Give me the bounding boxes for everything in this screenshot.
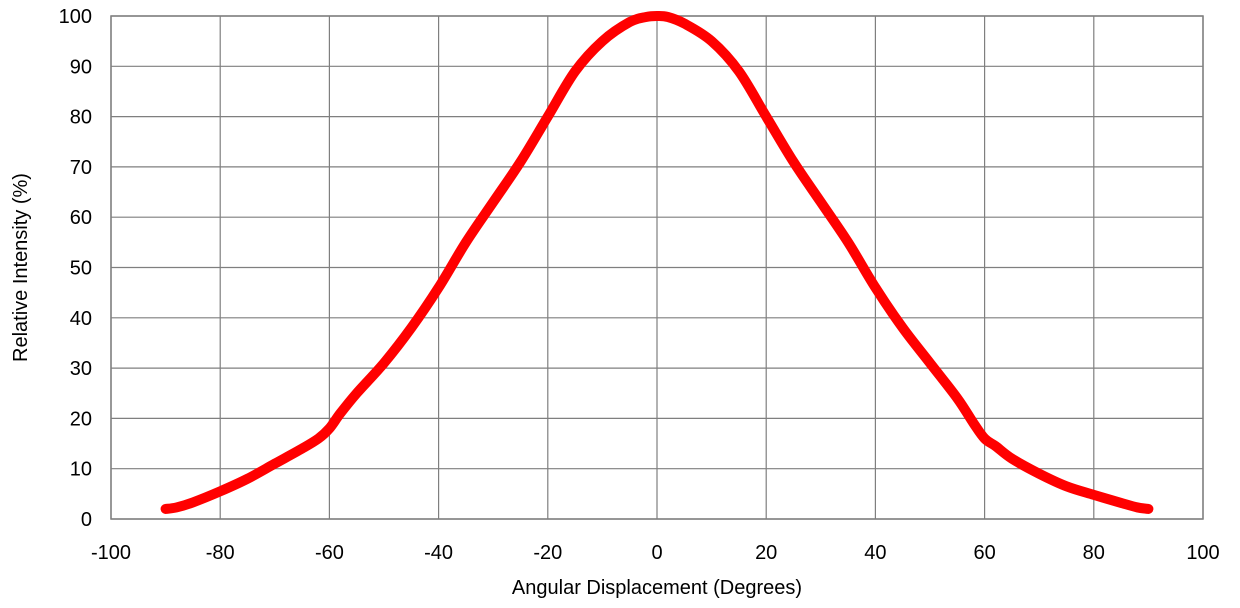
y-tick-label: 100 <box>59 6 92 28</box>
y-axis-title: Relative Intensity (%) <box>10 173 32 362</box>
y-tick-label: 80 <box>70 107 92 129</box>
x-tick-label: 80 <box>1083 542 1105 564</box>
x-tick-label: -80 <box>206 542 235 564</box>
x-axis-title: Angular Displacement (Degrees) <box>512 577 802 599</box>
intensity-curve <box>160 10 1154 514</box>
y-tick-label: 20 <box>70 408 92 430</box>
y-tick-label: 70 <box>70 157 92 179</box>
x-tick-labels: -100 -80 -60 -40 -20 0 20 40 60 80 100 <box>91 542 1220 564</box>
x-tick-label: 40 <box>864 542 886 564</box>
x-tick-label: -100 <box>91 542 131 564</box>
y-tick-label: 40 <box>70 308 92 330</box>
x-tick-label: 100 <box>1186 542 1219 564</box>
x-tick-label: 20 <box>755 542 777 564</box>
y-tick-label: 50 <box>70 258 92 280</box>
y-tick-label: 30 <box>70 358 92 380</box>
series-layer <box>160 10 1154 514</box>
x-tick-label: -60 <box>315 542 344 564</box>
y-tick-label: 10 <box>70 459 92 481</box>
x-tick-label: -20 <box>533 542 562 564</box>
y-tick-labels: 0 10 20 30 40 50 60 70 80 90 100 <box>59 6 92 531</box>
y-tick-label: 60 <box>70 207 92 229</box>
y-tick-label: 90 <box>70 56 92 78</box>
x-tick-label: 0 <box>651 542 662 564</box>
x-tick-label: -40 <box>424 542 453 564</box>
x-tick-label: 60 <box>973 542 995 564</box>
y-tick-label: 0 <box>81 509 92 531</box>
